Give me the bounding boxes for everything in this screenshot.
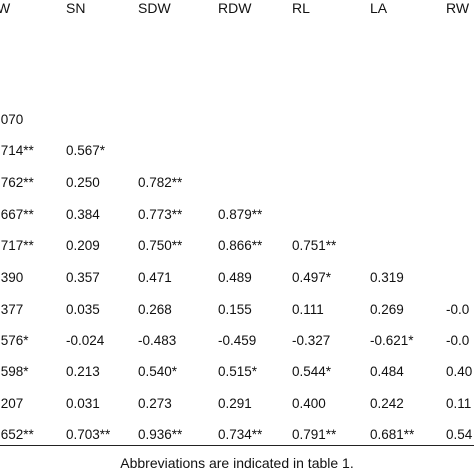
table-cell: 0.209: [66, 238, 100, 253]
table-cell: 0.242: [370, 396, 404, 411]
table-footnote: Abbreviations are indicated in table 1.: [120, 455, 354, 471]
table-cell: 0.734**: [218, 427, 263, 442]
table-cell: .667**: [0, 207, 34, 222]
table-cell: 0.484: [370, 364, 404, 379]
table-cell: 0.515*: [218, 364, 258, 379]
table-cell: 0.400: [292, 396, 326, 411]
table-cell: -0.459: [218, 333, 257, 348]
table-cell: -0.024: [66, 333, 105, 348]
column-header: RL: [292, 0, 310, 16]
table-cell: 0.357: [66, 270, 100, 285]
table-cell: 0.751**: [292, 238, 337, 253]
table-cell: 0.750**: [138, 238, 183, 253]
column-header: SDW: [138, 0, 171, 16]
table-cell: .207: [0, 396, 24, 411]
table-cell: -0.0: [446, 333, 470, 348]
table-cell: 0.782**: [138, 175, 183, 190]
table-cell: 0.384: [66, 207, 100, 222]
table-cell: 0.471: [138, 270, 172, 285]
table-cell: 0.54: [446, 427, 473, 442]
table-cell: .377: [0, 302, 24, 317]
table-cell: 0.269: [370, 302, 404, 317]
table-cell: .390: [0, 270, 24, 285]
table-cell: 0.291: [218, 396, 252, 411]
table-cell: 0.497*: [292, 270, 332, 285]
table-cell: .717**: [0, 238, 34, 253]
table-cell: 0.681**: [370, 427, 415, 442]
column-header: RDW: [218, 0, 252, 16]
table-cell: 0.791**: [292, 427, 337, 442]
table-cell: -0.0: [446, 302, 470, 317]
table-cell: 0.567*: [66, 143, 106, 158]
table-cell: 0.031: [66, 396, 100, 411]
table-cell: 0.703**: [66, 427, 111, 442]
table-cell: .576*: [0, 333, 29, 348]
column-header: W: [0, 0, 11, 16]
table-cell: 0.250: [66, 175, 100, 190]
table-cell: 0.273: [138, 396, 172, 411]
table-cell: 0.544*: [292, 364, 332, 379]
table-cell: 0.866**: [218, 238, 263, 253]
table-cell: 0.936**: [138, 427, 183, 442]
table-cell: .598*: [0, 364, 29, 379]
table-cell: 0.11: [446, 396, 472, 411]
table-cell: 0.879**: [218, 207, 263, 222]
table-cell: -0.621*: [370, 333, 414, 348]
table-cell: .652**: [0, 427, 34, 442]
table-cell: -0.327: [292, 333, 331, 348]
table-cell: 0.155: [218, 302, 252, 317]
column-header: SN: [66, 0, 86, 16]
table-cell: .714**: [0, 143, 34, 158]
table-cell: 0.111: [292, 302, 324, 317]
table-cell: .070: [0, 112, 24, 127]
table-cell: .762**: [0, 175, 34, 190]
table-cell: 0.035: [66, 302, 100, 317]
table-cell: -0.483: [138, 333, 177, 348]
table-cell: 0.489: [218, 270, 252, 285]
table-cell: 0.213: [66, 364, 100, 379]
table-cell: 0.773**: [138, 207, 183, 222]
column-header: RW: [446, 0, 470, 16]
table-cell: 0.319: [370, 270, 404, 285]
bottom-rule: [0, 445, 474, 446]
table-cell: 0.540*: [138, 364, 178, 379]
column-header: LA: [370, 0, 388, 16]
table-cell: 0.268: [138, 302, 172, 317]
table-cell: 0.40: [446, 364, 473, 379]
